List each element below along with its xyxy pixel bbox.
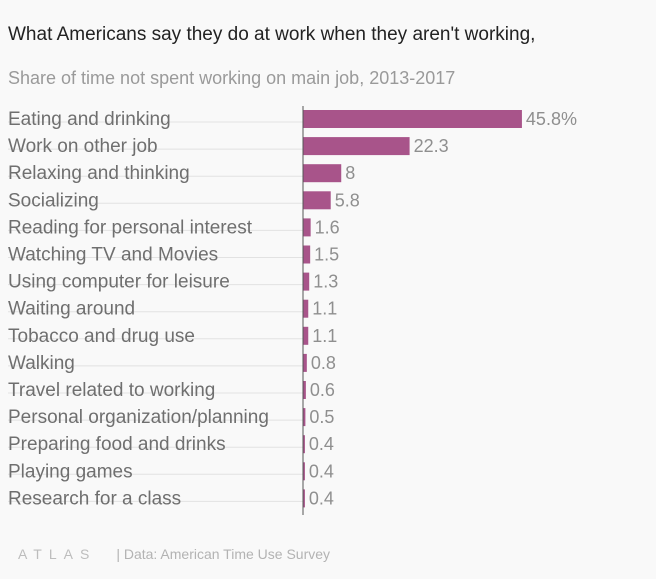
value-label: 8: [345, 163, 355, 183]
bar: [303, 408, 306, 427]
bar: [303, 137, 410, 156]
bar: [303, 110, 522, 128]
category-label: Preparing food and drinks: [8, 434, 226, 455]
chart-title: What Americans say they do at work when …: [8, 24, 536, 45]
category-label: Watching TV and Movies: [8, 245, 218, 266]
value-label: 5.8: [335, 190, 360, 210]
bar: [303, 381, 306, 399]
value-label: 1.1: [312, 299, 337, 319]
bar-chart: Eating and drinking 45.8% Work on other jo…: [8, 106, 577, 515]
value-label: 0.6: [310, 380, 335, 400]
value-label: 0.5: [309, 407, 334, 427]
bar: [303, 353, 307, 372]
category-label: Relaxing and thinking: [8, 163, 190, 184]
bar: [303, 489, 305, 508]
atlas-logo[interactable]: ATLAS: [18, 546, 97, 562]
bar: [303, 462, 305, 481]
category-label: Socializing: [8, 190, 99, 211]
category-label: Reading for personal interest: [8, 217, 253, 238]
bar: [303, 191, 331, 210]
footer: ATLAS | Data: American Time Use Survey: [18, 546, 330, 562]
category-label: Work on other job: [8, 136, 158, 157]
category-label: Research for a class: [8, 488, 181, 509]
value-label: 0.4: [309, 461, 334, 481]
bar: [303, 435, 305, 454]
value-label: 1.6: [315, 217, 340, 237]
chart-subtitle: Share of time not spent working on main …: [8, 68, 456, 88]
value-label: 1.1: [312, 326, 337, 346]
bar: [303, 299, 309, 318]
category-label: Tobacco and drug use: [8, 326, 195, 347]
value-label: 22.3: [414, 136, 449, 156]
category-label: Playing games: [8, 461, 133, 482]
category-label: Eating and drinking: [8, 109, 171, 130]
bar: [303, 326, 309, 345]
data-source: | Data: American Time Use Survey: [116, 546, 331, 562]
value-label: 1.5: [314, 245, 339, 265]
bar: [303, 218, 311, 237]
value-label: 0.4: [309, 488, 334, 508]
bar: [303, 164, 342, 183]
category-label: Waiting around: [8, 299, 135, 320]
value-label: 0.4: [309, 434, 334, 454]
value-label: 0.8: [311, 353, 336, 373]
bar: [303, 245, 311, 264]
category-label: Using computer for leisure: [8, 272, 230, 293]
category-label: Personal organization/planning: [8, 407, 269, 428]
value-label: 45.8%: [526, 109, 577, 129]
value-label: 1.3: [313, 272, 338, 292]
bar: [303, 272, 310, 291]
category-label: Walking: [8, 353, 75, 374]
category-label: Travel related to working: [8, 380, 215, 401]
